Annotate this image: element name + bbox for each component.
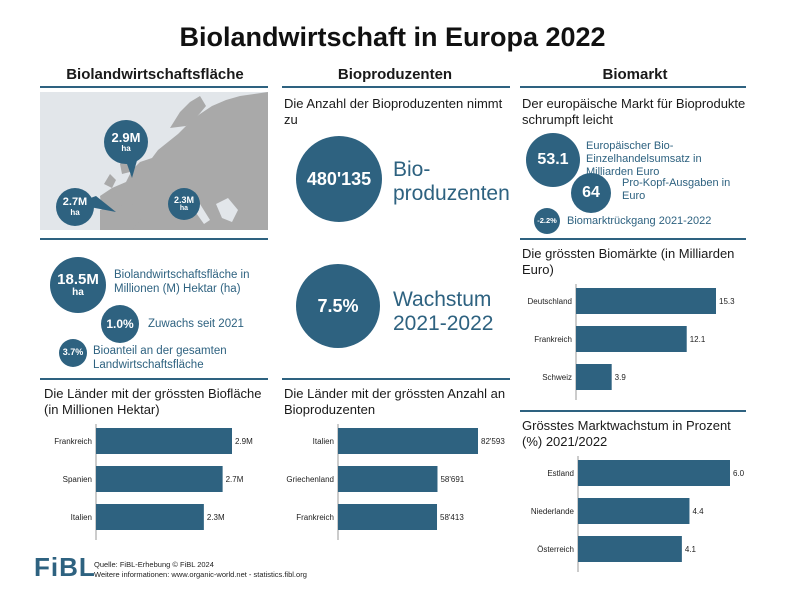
market-intro: Der europäische Markt für Bioprodukte sc… (522, 96, 746, 127)
category-label: Deutschland (528, 297, 572, 306)
market-per-capita-label: Pro-Kopf-Ausgaben in Euro (622, 177, 731, 202)
page-title: Biolandwirtschaft in Europa 2022 (179, 22, 606, 52)
data-label: 4.1 (685, 545, 697, 554)
category-label: Frankreich (296, 513, 334, 522)
category-label: Frankreich (54, 437, 92, 446)
market-per-capita-badge: 64 (571, 173, 611, 213)
chart-title-biomärkte: Die grössten Biomärkte (in Milliarden Eu… (522, 246, 735, 277)
area-share-label: Bioanteil an der gesamten Landwirtschaft… (93, 345, 227, 371)
area-share-value: 3.7% (62, 347, 84, 358)
producers-growth-badge: 7.5% (296, 264, 380, 348)
area-total-unit: ha (72, 286, 84, 298)
area-growth-badge: 1.0% (101, 305, 139, 343)
divider (282, 378, 510, 380)
map-marker-unit: ha (179, 205, 189, 213)
data-label: 82'593 (481, 437, 505, 446)
producers-growth-label: Wachstum 2021-2022 (393, 288, 494, 335)
category-label: Estland (547, 469, 574, 478)
bar (576, 326, 687, 352)
bar (338, 428, 478, 454)
producers-intro: Die Anzahl der Bioproduzenten nimmt zu (284, 96, 503, 127)
area-growth-value: 1.0% (106, 316, 134, 331)
map-marker-unit: ha (121, 143, 131, 153)
divider (40, 378, 268, 380)
bar (578, 498, 690, 524)
category-label: Schweiz (542, 373, 572, 382)
map-marker-frankreich: 2.9M ha (104, 120, 148, 164)
area-total-value: 18.5M (57, 270, 99, 288)
market-decline-value: -2.2% (537, 216, 557, 226)
divider (40, 86, 268, 88)
producers-count-value: 480'135 (306, 168, 372, 189)
data-label: 3.9 (615, 373, 627, 382)
chart-title-bioproduzenten: Die Länder mit der grössten Anzahl an Bi… (284, 386, 506, 417)
market-retail-label: Europäischer Bio-Einzelhandelsumsatz in … (586, 140, 702, 178)
bar (338, 466, 438, 492)
chart-title-marktwachstum: Grösstes Marktwachstum in Prozent (%) 20… (522, 418, 731, 449)
category-label: Italien (71, 513, 92, 522)
chart-title-biofläche: Die Länder mit der grössten Biofläche (i… (44, 386, 262, 417)
bar (578, 536, 682, 562)
producers-count-label: Bio- produzenten (393, 158, 510, 205)
divider (282, 86, 510, 88)
column-heading-area: Biolandwirtschaftsfläche (66, 66, 244, 83)
bar (96, 466, 223, 492)
fibl-logo: FiBL (34, 552, 96, 582)
data-label: 6.0 (733, 469, 745, 478)
map-marker-italien: 2.3M ha (168, 188, 200, 220)
data-label: 15.3 (719, 297, 735, 306)
market-retail-badge: 53.1 (526, 133, 580, 187)
footer-source: Quelle: FiBL-Erhebung © FiBL 2024 (94, 560, 214, 569)
market-decline-badge: -2.2% (534, 208, 560, 234)
market-decline-label: Biomarktrückgang 2021-2022 (567, 215, 712, 227)
category-label: Niederlande (531, 507, 575, 516)
map-marker-spanien: 2.7M ha (56, 188, 94, 226)
divider (520, 86, 746, 88)
data-label: 2.3M (207, 513, 225, 522)
area-share-badge: 3.7% (59, 339, 87, 367)
bar (96, 504, 204, 530)
producers-count-badge: 480'135 (296, 136, 382, 222)
map-marker-value: 2.7M (62, 196, 88, 209)
bar-chart-biomärkte: Deutschland 15.3 Frankreich 12.1 Schweiz 3.9 (528, 284, 735, 400)
column-heading-market: Biomarkt (602, 66, 668, 83)
map-marker-value: 2.3M (173, 194, 194, 205)
data-label: 2.9M (235, 437, 253, 446)
bar (576, 364, 612, 390)
map-marker-value: 2.9M (111, 129, 141, 145)
divider (40, 238, 268, 240)
data-label: 12.1 (690, 335, 706, 344)
bar (578, 460, 730, 486)
category-label: Frankreich (534, 335, 572, 344)
category-label: Italien (313, 437, 334, 446)
data-label: 58'691 (440, 475, 464, 484)
data-label: 58'413 (440, 513, 464, 522)
category-label: Spanien (63, 475, 92, 484)
divider (520, 238, 746, 240)
market-per-capita-value: 64 (582, 183, 600, 201)
bar-chart-biofläche: Frankreich 2.9M Spanien 2.7M Italien 2.3M (54, 424, 253, 540)
europe-map-graphic (40, 92, 268, 230)
bar-chart-bioproduzenten: Italien 82'593 Griechenland 58'691 Frankreic… (286, 424, 505, 540)
bar (96, 428, 232, 454)
area-total-label: Biolandwirtschaftsfläche in Millionen (M… (114, 269, 250, 295)
producers-growth-value: 7.5% (317, 295, 359, 316)
data-label: 4.4 (692, 507, 704, 516)
map-marker-unit: ha (70, 207, 80, 217)
bar (576, 288, 716, 314)
category-label: Griechenland (286, 475, 334, 484)
category-label: Österreich (537, 545, 574, 554)
area-growth-label: Zuwachs seit 2021 (148, 318, 244, 330)
data-label: 2.7M (226, 475, 244, 484)
europe-map: 2.9M ha 2.7M ha 2.3M ha (40, 92, 268, 230)
area-total-badge: 18.5M ha (50, 257, 106, 313)
market-retail-value: 53.1 (537, 150, 569, 168)
divider (520, 410, 746, 412)
bar-chart-marktwachstum: Estland 6.0 Niederlande 4.4 Österreich 4.1 (531, 456, 745, 572)
footer-info: Weitere informationen: www.organic-world… (94, 570, 307, 579)
column-heading-producers: Bioproduzenten (337, 66, 453, 83)
bar (338, 504, 438, 530)
